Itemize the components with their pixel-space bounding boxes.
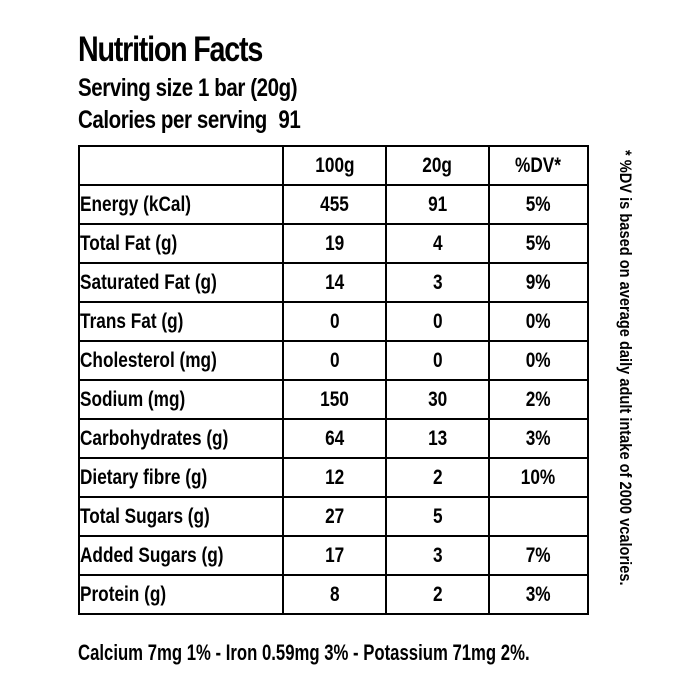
header-blank [78,145,284,186]
value-20g: 3 [385,262,490,303]
table-row: Trans Fat (g) 0 0 0% [78,301,589,342]
nutrition-table: 100g 20g %DV* Energy (kCal) 455 91 5% Total … [78,145,589,615]
value-100g: 64 [282,418,387,459]
calories-label: Calories per serving [78,106,267,134]
nutrition-title: Nutrition Facts [78,30,263,69]
table-row: Total Sugars (g) 27 5 [78,496,589,537]
header-20g: 20g [385,145,490,186]
value-dv: 10% [488,457,589,498]
table-row: Saturated Fat (g) 14 3 9% [78,262,589,303]
value-100g: 150 [282,379,387,420]
value-dv: 9% [488,262,589,303]
table-row: Dietary fibre (g) 12 2 10% [78,457,589,498]
header-dv: %DV* [488,145,589,186]
value-100g: 0 [282,301,387,342]
calories-line: Calories per serving 91 [78,106,301,135]
value-100g: 0 [282,340,387,381]
value-dv: 0% [488,301,589,342]
table-row: Protein (g) 8 2 3% [78,574,589,615]
nutrient-label: Carbohydrates (g) [78,418,284,459]
nutrient-label: Trans Fat (g) [78,301,284,342]
value-20g: 13 [385,418,490,459]
value-dv: 2% [488,379,589,420]
nutrient-label: Sodium (mg) [78,379,284,420]
value-100g: 8 [282,574,387,615]
nutrient-label: Added Sugars (g) [78,535,284,576]
value-20g: 5 [385,496,490,537]
nutrient-label: Saturated Fat (g) [78,262,284,303]
value-dv: 0% [488,340,589,381]
value-dv: 3% [488,574,589,615]
value-20g: 3 [385,535,490,576]
value-20g: 91 [385,184,490,225]
nutrient-label: Energy (kCal) [78,184,284,225]
value-dv [488,496,589,537]
table-header-row: 100g 20g %DV* [78,145,589,186]
value-100g: 14 [282,262,387,303]
nutrient-label: Protein (g) [78,574,284,615]
calories-value: 91 [278,106,301,134]
minerals-footer: Calcium 7mg 1% - Iron 0.59mg 3% - Potass… [78,640,530,665]
table-row: Sodium (mg) 150 30 2% [78,379,589,420]
nutrient-label: Cholesterol (mg) [78,340,284,381]
value-100g: 19 [282,223,387,264]
value-dv: 3% [488,418,589,459]
nutrient-label: Total Fat (g) [78,223,284,264]
value-dv: 7% [488,535,589,576]
value-20g: 4 [385,223,490,264]
table-row: Cholesterol (mg) 0 0 0% [78,340,589,381]
value-100g: 12 [282,457,387,498]
value-20g: 30 [385,379,490,420]
header-100g: 100g [282,145,387,186]
table-row: Energy (kCal) 455 91 5% [78,184,589,225]
table-row: Carbohydrates (g) 64 13 3% [78,418,589,459]
value-20g: 2 [385,574,490,615]
serving-size: Serving size 1 bar (20g) [78,74,298,102]
value-20g: 0 [385,340,490,381]
table-row: Added Sugars (g) 17 3 7% [78,535,589,576]
dv-footnote: * %DV is based on average daily adult in… [616,150,635,586]
nutrient-label: Dietary fibre (g) [78,457,284,498]
value-dv: 5% [488,223,589,264]
nutrient-label: Total Sugars (g) [78,496,284,537]
value-100g: 17 [282,535,387,576]
value-20g: 0 [385,301,490,342]
value-100g: 455 [282,184,387,225]
value-20g: 2 [385,457,490,498]
table-row: Total Fat (g) 19 4 5% [78,223,589,264]
value-100g: 27 [282,496,387,537]
value-dv: 5% [488,184,589,225]
